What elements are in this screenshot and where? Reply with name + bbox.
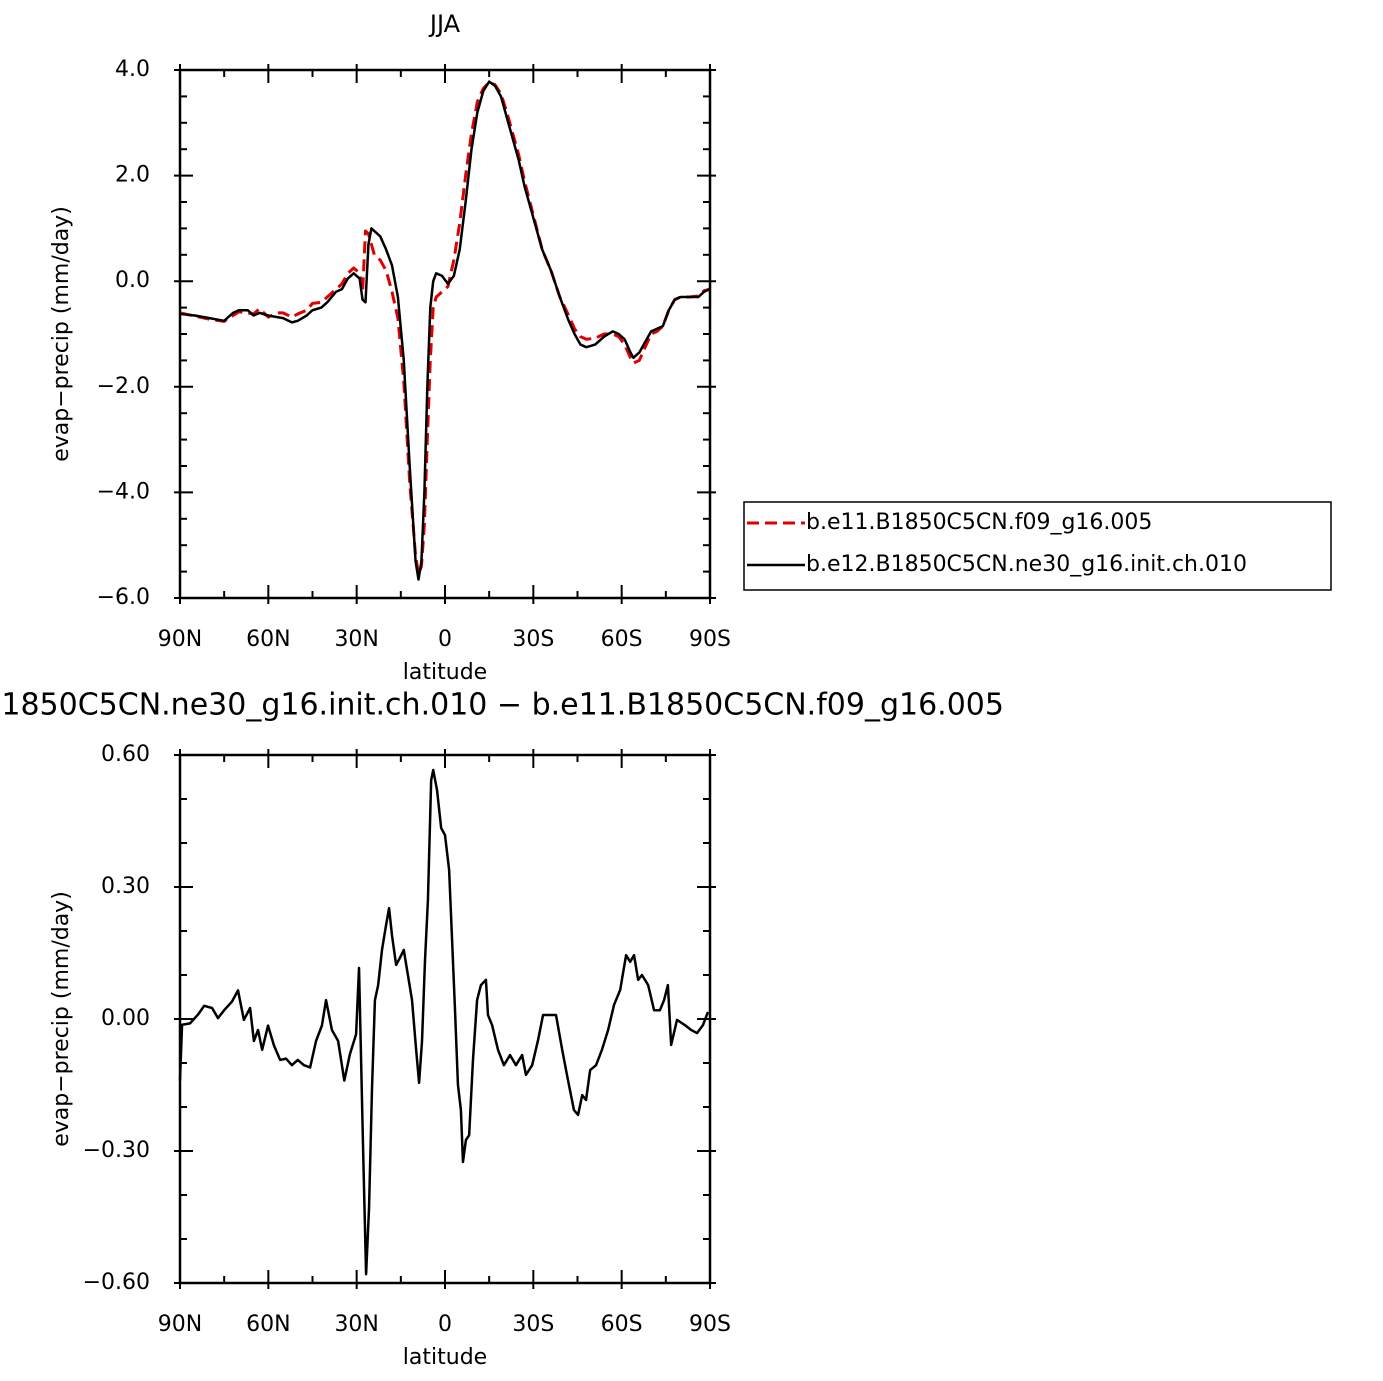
- legend-label: b.e12.B1850C5CN.ne30_g16.init.ch.010: [806, 552, 1247, 577]
- x-tick-label: 30S: [512, 627, 554, 652]
- y-tick-label: 4.0: [115, 57, 150, 82]
- data-line: [178, 768, 710, 1276]
- plot-frame: [178, 753, 712, 1285]
- y-tick-label: 0.00: [101, 1006, 150, 1031]
- x-tick-label: 60S: [601, 1312, 643, 1337]
- chart-title: b.e12.B1850C5CN.ne30_g16.init.ch.010 − b…: [0, 688, 1004, 723]
- legend-box: [743, 501, 1332, 591]
- chart-title: JJA: [428, 10, 461, 38]
- x-tick-label: 30N: [334, 1312, 378, 1337]
- x-tick-label: 0: [438, 627, 452, 652]
- x-tick-label: 90S: [689, 1312, 731, 1337]
- panel: JJA latitude evap−precip (mm/day) 90N 60N 30N…: [49, 10, 1332, 685]
- data-line: [179, 80, 711, 576]
- x-tick-label: 90S: [689, 627, 731, 652]
- x-tick-label: 60S: [601, 627, 643, 652]
- data-line: [179, 80, 711, 581]
- x-tick-label: 30N: [334, 627, 378, 652]
- y-axis-label: evap−precip (mm/day): [49, 891, 74, 1147]
- x-tick-label: 60N: [246, 627, 290, 652]
- y-tick-label: −0.30: [83, 1138, 150, 1163]
- y-tick-label: −2.0: [97, 374, 150, 399]
- x-tick-label: 30S: [512, 1312, 554, 1337]
- legend-label: b.e11.B1850C5CN.f09_g16.005: [806, 510, 1152, 535]
- y-axis-label: evap−precip (mm/day): [49, 206, 74, 462]
- panel: b.e12.B1850C5CN.ne30_g16.init.ch.010 − b…: [0, 688, 1004, 1371]
- y-tick-label: −6.0: [97, 585, 150, 610]
- y-tick-label: −4.0: [97, 479, 150, 504]
- x-tick-label: 60N: [246, 1312, 290, 1337]
- y-tick-label: 2.0: [115, 163, 150, 188]
- y-tick-label: −0.60: [83, 1270, 150, 1295]
- x-axis-label: latitude: [403, 1345, 487, 1370]
- x-tick-label: 0: [438, 1312, 452, 1337]
- y-tick-label: 0.30: [101, 874, 150, 899]
- x-tick-label: 90N: [158, 627, 202, 652]
- y-tick-label: 0.0: [115, 268, 150, 293]
- y-tick-label: 0.60: [101, 742, 150, 767]
- plot-frame: [178, 68, 712, 600]
- x-axis-label: latitude: [403, 660, 487, 685]
- x-tick-label: 90N: [158, 1312, 202, 1337]
